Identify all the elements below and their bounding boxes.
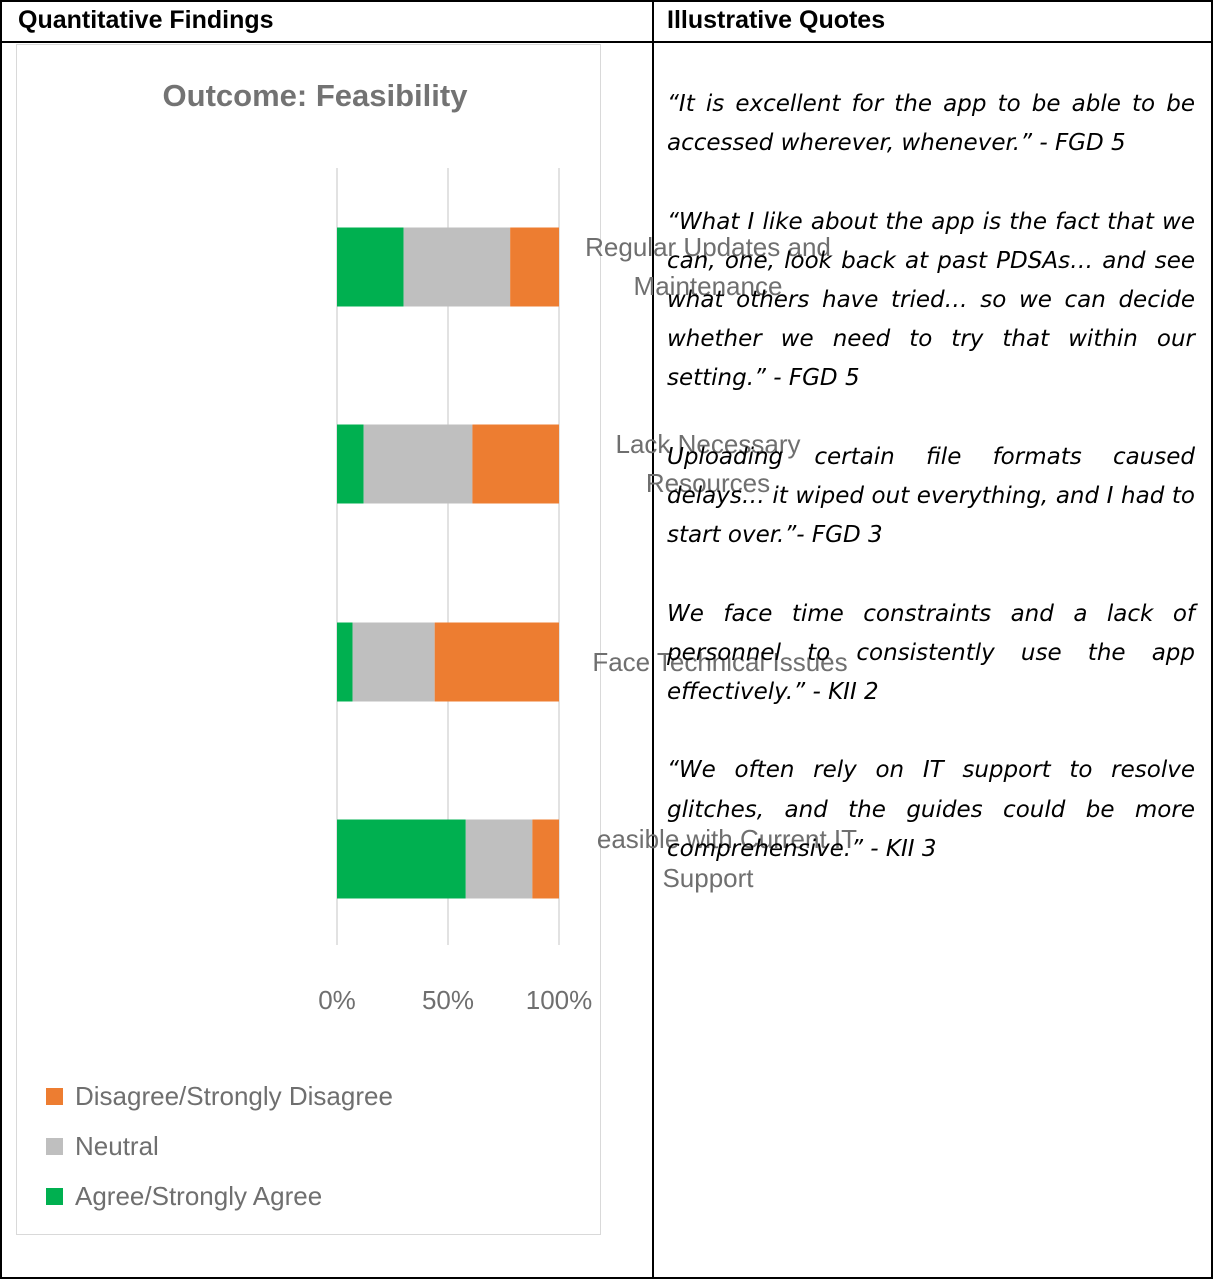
legend-label: Agree/Strongly Agree <box>75 1180 323 1211</box>
legend-label: Disagree/Strongly Disagree <box>75 1080 393 1111</box>
legend-label: Neutral <box>75 1130 159 1161</box>
legend-item-2: Neutral <box>46 1129 159 1163</box>
category-label-4: easible with Current IT Support <box>596 824 857 893</box>
bar-1-disagree-strongly-disagree <box>510 227 559 307</box>
bar-4-disagree-strongly-disagree <box>532 819 559 899</box>
bar-3-neutral <box>352 622 435 702</box>
legend-swatch <box>46 1137 63 1155</box>
chart-frame <box>16 44 601 1235</box>
quote-1: “It is excellent for the app to be able … <box>667 91 1195 157</box>
bar-3-disagree-strongly-disagree <box>434 622 559 702</box>
x-tick-label-100: 100% <box>525 985 593 1015</box>
x-tick-label-0: 0% <box>318 985 356 1015</box>
bar-4-neutral <box>465 819 533 899</box>
category-label-2: Lack Necessary Resources <box>615 429 801 498</box>
chart-title: Outcome: Feasibility <box>162 78 468 113</box>
bar-2-disagree-strongly-disagree <box>472 424 559 504</box>
bar-4-agree-strongly-agree <box>337 819 466 899</box>
bar-2-agree-strongly-agree <box>337 424 364 504</box>
legend-item-1: Disagree/Strongly Disagree <box>46 1079 393 1113</box>
feasibility-bar-chart <box>336 168 560 945</box>
quote-2: “What I like about the app is the fact t… <box>667 208 1195 392</box>
header-illustrative-quotes: Illustrative Quotes <box>667 6 886 34</box>
bar-2-neutral <box>363 424 473 504</box>
category-label-3: Face Technical Issues <box>592 646 848 677</box>
quote-4: We face time constraints and a lack of p… <box>667 600 1195 705</box>
x-tick-label-50: 50% <box>421 985 475 1015</box>
bar-3-agree-strongly-agree <box>337 622 353 702</box>
quote-5: “We often rely on IT support to resolve … <box>667 757 1195 862</box>
bar-1-neutral <box>403 227 511 307</box>
quote-3: Uploading certain file formats caused de… <box>667 443 1195 549</box>
legend-item-3: Agree/Strongly Agree <box>46 1179 322 1213</box>
bar-1-agree-strongly-agree <box>337 227 404 307</box>
category-label-1: Regular Updates and Maintenance <box>585 232 831 301</box>
legend-swatch <box>46 1187 63 1205</box>
header-quantitative-findings: Quantitative Findings <box>18 6 274 34</box>
quotes-column: “It is excellent for the app to be able … <box>667 85 1195 908</box>
legend-swatch <box>46 1087 63 1105</box>
